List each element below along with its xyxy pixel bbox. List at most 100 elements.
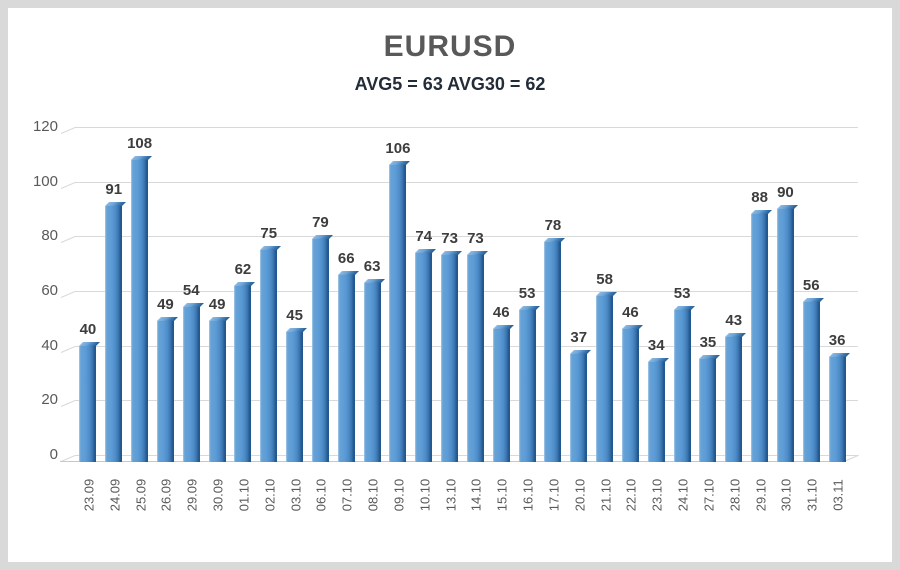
- bar: [363, 282, 381, 462]
- bar: [544, 241, 562, 462]
- bar-value-label: 66: [337, 249, 355, 267]
- bar-value-label: 34: [647, 337, 665, 355]
- bar-value-label: 62: [234, 260, 252, 278]
- bar: [105, 206, 123, 462]
- plot-area: 0 20 40 60 80 100 120 40 23.09 91 24.09 108 25.09 49 2…: [8, 8, 892, 562]
- bar-value-label: 53: [518, 285, 536, 303]
- bar-value-label: 73: [467, 230, 484, 248]
- bar-value-label: 37: [570, 328, 588, 346]
- bar: [828, 356, 846, 462]
- x-axis-label: 02.10: [262, 478, 278, 512]
- bar-value-label: 54: [182, 282, 200, 300]
- x-axis-label: 30.10: [778, 478, 794, 512]
- bar-value-label: 75: [260, 225, 278, 242]
- bar: [802, 301, 820, 462]
- bar: [492, 329, 510, 462]
- bar: [389, 165, 407, 462]
- bar-value-label: 108: [127, 134, 153, 152]
- bar-value-label: 58: [596, 271, 613, 289]
- bar-value-label: 45: [286, 307, 303, 324]
- x-axis-label: 23.09: [81, 478, 97, 512]
- y-axis-label: 80: [41, 227, 58, 245]
- bar-value-label: 78: [544, 216, 562, 234]
- x-axis-label: 23.10: [649, 478, 665, 512]
- x-axis-label: 03.11: [830, 479, 846, 511]
- floor-right-edge: [843, 454, 859, 462]
- x-axis-label: 31.10: [804, 478, 820, 512]
- y-axis-label: 120: [32, 118, 58, 135]
- bar-value-label: 35: [699, 334, 717, 352]
- gridline: [75, 236, 858, 238]
- bar-value-label: 88: [751, 189, 768, 207]
- x-axis-label: 24.09: [107, 478, 123, 512]
- x-axis-label: 10.10: [417, 478, 433, 512]
- x-axis-label: 25.09: [133, 478, 149, 512]
- x-axis-label: 13.10: [443, 478, 459, 512]
- gridline-depth-tick: [60, 181, 76, 189]
- bar: [673, 310, 691, 462]
- x-axis-label: 01.10: [236, 478, 252, 512]
- bar: [337, 274, 355, 462]
- y-axis-label: 60: [41, 282, 58, 299]
- bar: [441, 255, 459, 462]
- x-axis-label: 08.10: [365, 478, 381, 512]
- bar-value-label: 74: [415, 227, 433, 245]
- x-axis-label: 07.10: [339, 478, 355, 512]
- bar: [182, 307, 200, 462]
- y-axis-label: 100: [32, 172, 58, 190]
- gridline-depth-tick: [60, 290, 76, 298]
- y-axis-label: 0: [49, 446, 58, 463]
- bar-value-label: 46: [492, 304, 510, 322]
- bar-value-label: 90: [777, 184, 794, 201]
- bar-value-label: 63: [363, 257, 381, 275]
- bar-value-label: 73: [441, 230, 458, 248]
- y-axis-label: 20: [41, 391, 58, 409]
- bar-value-label: 49: [208, 296, 226, 314]
- bar: [234, 285, 252, 462]
- bar: [596, 296, 614, 462]
- bar-value-label: 79: [312, 214, 329, 232]
- bar: [725, 337, 743, 462]
- x-axis-label: 24.10: [675, 478, 691, 512]
- bar: [647, 362, 665, 462]
- bar: [208, 321, 226, 462]
- bar-value-label: 56: [802, 276, 820, 294]
- bar: [570, 353, 588, 462]
- gridline: [75, 127, 858, 128]
- x-axis-label: 21.10: [598, 478, 614, 512]
- bar: [699, 359, 717, 462]
- bar: [311, 239, 329, 462]
- bar: [621, 329, 639, 462]
- bar: [286, 332, 304, 462]
- x-axis-label: 06.10: [313, 478, 329, 512]
- x-axis-label: 29.10: [753, 478, 769, 512]
- bar: [518, 310, 536, 462]
- bar-value-label: 36: [828, 331, 846, 349]
- x-axis-label: 27.10: [701, 478, 717, 512]
- bar: [79, 345, 97, 462]
- x-axis-label: 14.10: [468, 478, 484, 512]
- x-axis-label: 16.10: [520, 478, 536, 512]
- bar-value-label: 46: [622, 304, 639, 322]
- bar: [751, 214, 769, 462]
- bar-value-label: 49: [157, 296, 174, 314]
- bar-value-label: 43: [725, 312, 743, 330]
- bar: [415, 252, 433, 462]
- gridline: [75, 181, 858, 183]
- bar-value-label: 106: [385, 140, 411, 158]
- x-axis-label: 26.09: [158, 478, 174, 512]
- x-axis-label: 15.10: [494, 478, 510, 512]
- bar-value-label: 40: [79, 320, 97, 338]
- x-axis-label: 09.10: [391, 478, 407, 512]
- x-axis-label: 17.10: [546, 478, 562, 512]
- x-axis-label: 22.10: [623, 478, 639, 512]
- gridline-depth-tick: [60, 236, 76, 244]
- gridline-depth-tick: [60, 126, 76, 134]
- bar: [156, 321, 174, 462]
- y-axis-label: 40: [41, 336, 58, 354]
- bar: [131, 159, 149, 462]
- gridline-depth-tick: [60, 345, 76, 353]
- x-axis-label: 20.10: [572, 478, 588, 512]
- x-axis-label: 29.09: [184, 478, 200, 512]
